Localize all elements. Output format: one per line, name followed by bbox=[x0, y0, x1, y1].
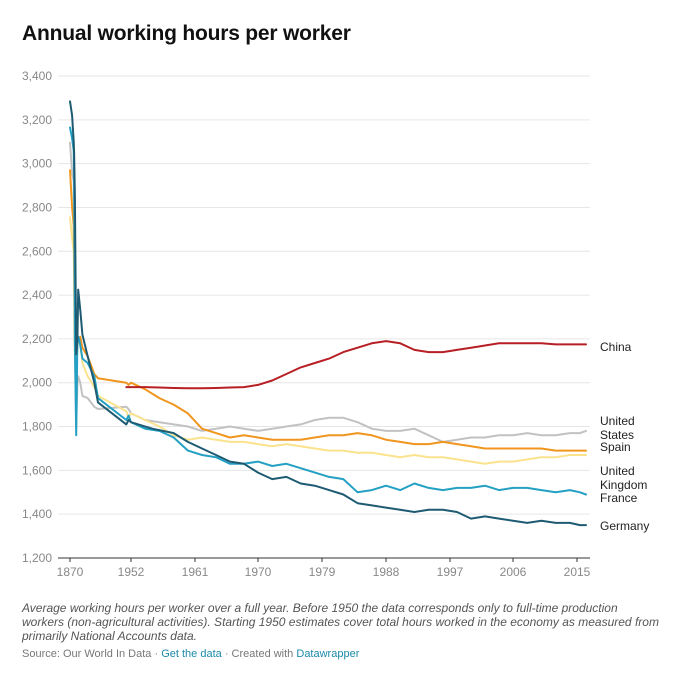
series-line-germany bbox=[69, 100, 587, 527]
footer-separator: · bbox=[154, 648, 159, 660]
series-label-united-states: United States bbox=[600, 414, 635, 442]
y-tick-label: 1,200 bbox=[22, 551, 52, 565]
series-label-united-kingdom: United Kingdom bbox=[600, 464, 647, 492]
y-tick-label: 2,800 bbox=[22, 200, 52, 214]
series-line-france bbox=[69, 126, 587, 496]
series-line-china bbox=[125, 340, 587, 390]
x-tick-label: 1988 bbox=[373, 565, 400, 579]
series-line-spain bbox=[69, 169, 587, 452]
y-tick-label: 2,200 bbox=[22, 332, 52, 346]
series-label-germany: Germany bbox=[600, 519, 649, 533]
series-label-china: China bbox=[600, 340, 632, 354]
datawrapper-link[interactable]: Datawrapper bbox=[296, 648, 360, 660]
y-tick-label: 1,600 bbox=[22, 463, 52, 477]
get-data-link[interactable]: Get the data bbox=[161, 648, 222, 660]
x-tick-label: 2006 bbox=[500, 565, 527, 579]
chart-footer: Source: Our World In Data · Get the data… bbox=[22, 648, 359, 660]
x-tick-label: 1961 bbox=[182, 565, 209, 579]
source-text: Source: Our World In Data bbox=[22, 648, 152, 660]
x-tick-label: 1979 bbox=[309, 565, 336, 579]
created-with-text: Created with bbox=[231, 648, 294, 660]
y-tick-label: 2,400 bbox=[22, 288, 52, 302]
footer-separator: · bbox=[224, 648, 229, 660]
line-chart: 1,200 1,400 1,600 1,800 2,000 2,200 2,400 2,600… bbox=[22, 69, 649, 579]
x-tick-label: 1970 bbox=[245, 565, 272, 579]
series-line-united-states bbox=[69, 141, 587, 443]
x-tick-label: 1952 bbox=[118, 565, 145, 579]
y-axis-ticks: 1,200 1,400 1,600 1,800 2,000 2,200 2,400 2,600… bbox=[22, 69, 52, 565]
series-lines bbox=[69, 100, 587, 527]
y-tick-label: 1,400 bbox=[22, 507, 52, 521]
y-tick-label: 3,200 bbox=[22, 113, 52, 127]
y-tick-label: 1,800 bbox=[22, 420, 52, 434]
chart-notes: Average working hours per worker over a … bbox=[22, 601, 659, 643]
y-tick-label: 2,600 bbox=[22, 244, 52, 258]
y-tick-label: 3,400 bbox=[22, 69, 52, 83]
series-label-spain: Spain bbox=[600, 440, 631, 454]
x-tick-label: 2015 bbox=[564, 565, 591, 579]
y-tick-label: 2,000 bbox=[22, 376, 52, 390]
gridlines bbox=[58, 75, 590, 559]
chart-title: Annual working hours per worker bbox=[22, 22, 351, 45]
x-tick-label: 1870 bbox=[57, 565, 84, 579]
series-label-france: France bbox=[600, 491, 638, 505]
x-tick-label: 1997 bbox=[437, 565, 464, 579]
y-tick-label: 3,000 bbox=[22, 157, 52, 171]
x-axis-ticks: 1870 1952 1961 1970 1979 1988 1997 2006 2015 bbox=[57, 558, 591, 579]
